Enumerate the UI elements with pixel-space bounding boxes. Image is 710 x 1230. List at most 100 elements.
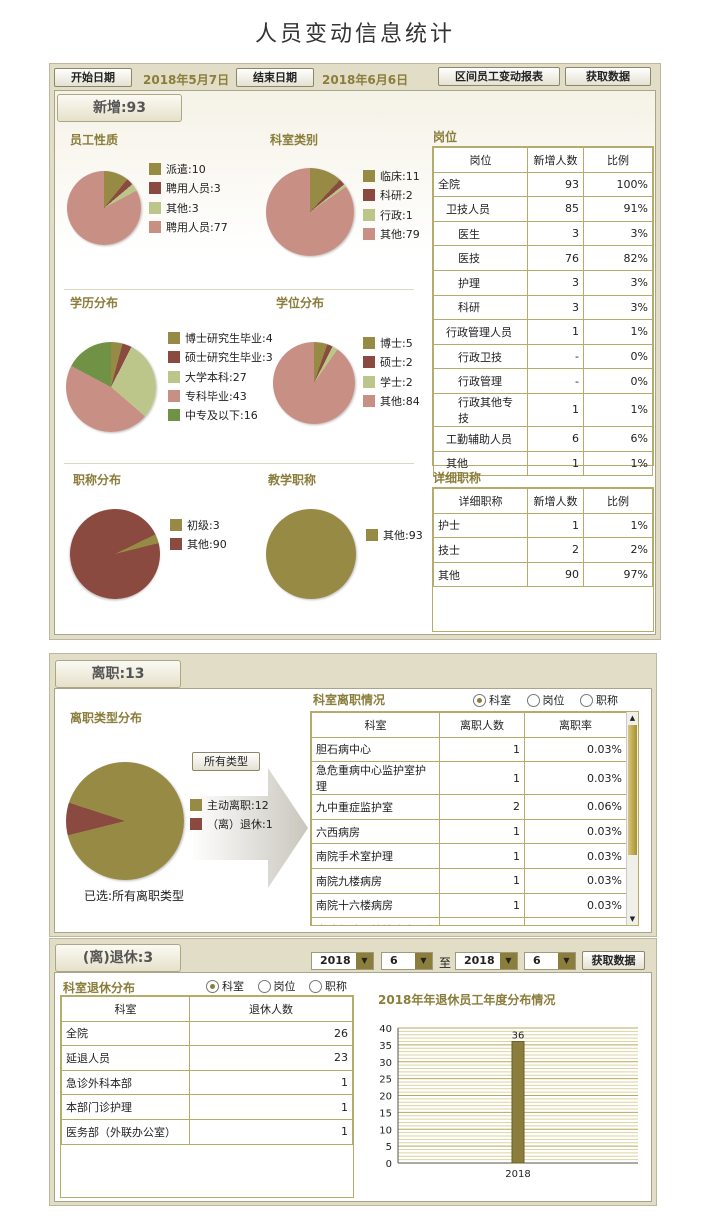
col-header: 详细职称	[433, 488, 528, 514]
table-row[interactable]: 延退人员 23	[61, 1045, 353, 1071]
table-header: 科室 离职人数 离职率	[311, 712, 627, 738]
y-tick-label: 35	[379, 1041, 392, 1052]
table-row[interactable]: 行政卫技 -0%	[433, 343, 653, 370]
radio-post[interactable]: 岗位	[526, 694, 565, 707]
education-legend: 博士研究生毕业:4 硕士研究生毕业:3 大学本科:27 专科毕业:43 中专及以…	[168, 329, 273, 425]
start-date-value[interactable]: 2018年5月7日	[143, 73, 230, 87]
end-date-value[interactable]: 2018年6月6日	[322, 73, 409, 87]
col-header: 新增人数	[527, 147, 584, 173]
year-to-select[interactable]: 2018 ▼	[455, 952, 518, 970]
leave-type-pie	[66, 762, 184, 880]
table-row[interactable]: 急诊外科本部 1	[61, 1069, 353, 1096]
radio-title[interactable]: 职称	[580, 694, 618, 707]
table-row[interactable]: 六西病房 1 0.03%	[311, 818, 627, 845]
table-row[interactable]: 南院九楼病房 1 0.03%	[311, 867, 627, 894]
y-tick-label: 0	[386, 1159, 392, 1170]
leave-tab[interactable]: 离职:13	[55, 660, 181, 688]
y-tick-label: 5	[386, 1142, 392, 1153]
table-row[interactable]: 行政其他专技 1 1%	[433, 392, 653, 427]
table-row[interactable]: 医生 3 3%	[433, 220, 653, 247]
retire-table-wrap: 科室 退休人数 全院 26 延退人员 23 急诊外科本部 1 本部门诊护理 1 医务部（外…	[60, 995, 354, 1198]
legend-item: 派遣:10	[149, 160, 228, 179]
col-header: 退休人数	[189, 996, 353, 1022]
table-row[interactable]: 胆石病中心 1 0.03%	[311, 736, 627, 763]
col-header: 比例	[583, 488, 653, 514]
divider	[64, 463, 414, 464]
table-row[interactable]: 全院 26	[61, 1020, 353, 1047]
radio-dept[interactable]: 科室	[206, 980, 244, 993]
emp-nature-pie	[67, 171, 141, 245]
chevron-down-icon: ▼	[415, 953, 432, 969]
month-to-select[interactable]: 6 ▼	[524, 952, 576, 970]
legend-item: 中专及以下:16	[168, 406, 273, 425]
degree-title: 学位分布	[276, 296, 325, 310]
teach-title-legend: 其他:93	[366, 526, 423, 545]
table-row[interactable]: 南院手术室护理 1 0.03%	[311, 843, 627, 869]
table-row[interactable]: 工勤辅助人员 6 6%	[433, 425, 653, 452]
month-from-select[interactable]: 6 ▼	[381, 952, 433, 970]
table-row[interactable]: 行政管理 -0%	[433, 368, 653, 394]
legend-item: 博士:5	[363, 334, 420, 353]
table-header: 科室 退休人数	[61, 996, 353, 1022]
table-row[interactable]: 医技 76 82%	[433, 245, 653, 271]
scrollbar[interactable]: ▲ ▼	[626, 712, 638, 925]
table-row[interactable]: 护士 1 1%	[433, 512, 653, 539]
table-row[interactable]: 全院 93 100%	[433, 171, 653, 198]
data-label: 36	[512, 1031, 525, 1042]
table-row[interactable]: 医务部（外联办公室） 1	[61, 1118, 353, 1145]
leave-radio-group: 科室 岗位 职称	[473, 692, 618, 708]
retire-table: 科室 退休人数 全院 26 延退人员 23 急诊外科本部 1 本部门诊护理 1 医务部（外…	[61, 996, 353, 1145]
education-title: 学历分布	[70, 296, 119, 310]
legend-item: 初级:3	[170, 516, 227, 535]
scroll-thumb[interactable]	[628, 725, 637, 855]
table-row[interactable]: 急危重病中心监护室护理 1 0.03%	[311, 761, 627, 796]
fetch-data-button[interactable]: 获取数据	[565, 67, 651, 86]
radio-title[interactable]: 职称	[309, 980, 347, 993]
col-header: 岗位	[433, 147, 528, 173]
legend-item: 大学本科:27	[168, 368, 273, 387]
end-date-label: 结束日期	[236, 68, 314, 87]
post-title: 岗位	[433, 130, 458, 144]
scroll-up-icon[interactable]: ▲	[629, 714, 636, 722]
table-row[interactable]: 九中重症监护室 2 0.06%	[311, 794, 627, 820]
year-from-select[interactable]: 2018 ▼	[311, 952, 374, 970]
table-row[interactable]: 卫技人员 85 91%	[433, 196, 653, 222]
radio-dept[interactable]: 科室	[473, 694, 511, 707]
chevron-down-icon: ▼	[558, 953, 575, 969]
table-header: 详细职称 新增人数 比例	[433, 488, 653, 514]
col-header: 比例	[583, 147, 653, 173]
y-tick-label: 30	[379, 1058, 392, 1069]
selected-type-text: 已选:所有离职类型	[84, 889, 185, 903]
retire-tab[interactable]: (离)退休:3	[55, 944, 181, 972]
retire-fetch-button[interactable]: 获取数据	[582, 951, 645, 970]
dept-type-legend: 临床:11 科研:2 行政:1 其他:79	[363, 167, 420, 244]
table-row[interactable]: 其他 90 97%	[433, 561, 653, 588]
chevron-down-icon: ▼	[356, 953, 373, 969]
table-row[interactable]: 行政管理人员 1 1%	[433, 319, 653, 345]
dept-type-pie	[266, 168, 354, 256]
period-report-button[interactable]: 区间员工变动报表	[438, 67, 560, 86]
leave-table-wrap: 科室 离职人数 离职率 胆石病中心 1 0.03% 急危重病中心监护室护理 1 0.03% …	[310, 711, 639, 926]
all-types-button[interactable]: 所有类型	[192, 752, 260, 771]
table-row[interactable]: 南院急诊二楼输液室、留观20.06%	[311, 917, 627, 925]
table-row[interactable]: 护理 3 3%	[433, 269, 653, 296]
post-table: 岗位 新增人数 比例 全院 93 100% 卫技人员 85 91% 医生 3 3% 医技 76 82…	[433, 147, 653, 477]
table-row[interactable]: 技士 2 2%	[433, 537, 653, 563]
table-row[interactable]: 本部门诊护理 1	[61, 1094, 353, 1120]
scroll-down-icon[interactable]: ▼	[629, 915, 636, 923]
table-row[interactable]: 科研 3 3%	[433, 294, 653, 321]
new-tab[interactable]: 新增:93	[57, 94, 182, 122]
col-header: 新增人数	[527, 488, 584, 514]
legend-item: 硕士研究生毕业:3	[168, 348, 273, 367]
emp-nature-legend: 派遣:10 聘用人员:3 其他:3 聘用人员:77	[149, 160, 228, 237]
retire-chart-title: 2018年年退休员工年度分布情况	[378, 993, 556, 1007]
radio-post[interactable]: 岗位	[257, 980, 296, 993]
table-row[interactable]: 其他 1 1%	[433, 450, 653, 477]
legend-item: 专科毕业:43	[168, 387, 273, 406]
page-title: 人员变动信息统计	[254, 22, 455, 47]
degree-pie	[273, 342, 355, 424]
start-date-label: 开始日期	[54, 68, 132, 87]
legend-item: （离）退休:1	[190, 815, 273, 834]
table-row[interactable]: 南院十六楼病房 1 0.03%	[311, 892, 627, 919]
title-dist-legend: 初级:3 其他:90	[170, 516, 227, 555]
